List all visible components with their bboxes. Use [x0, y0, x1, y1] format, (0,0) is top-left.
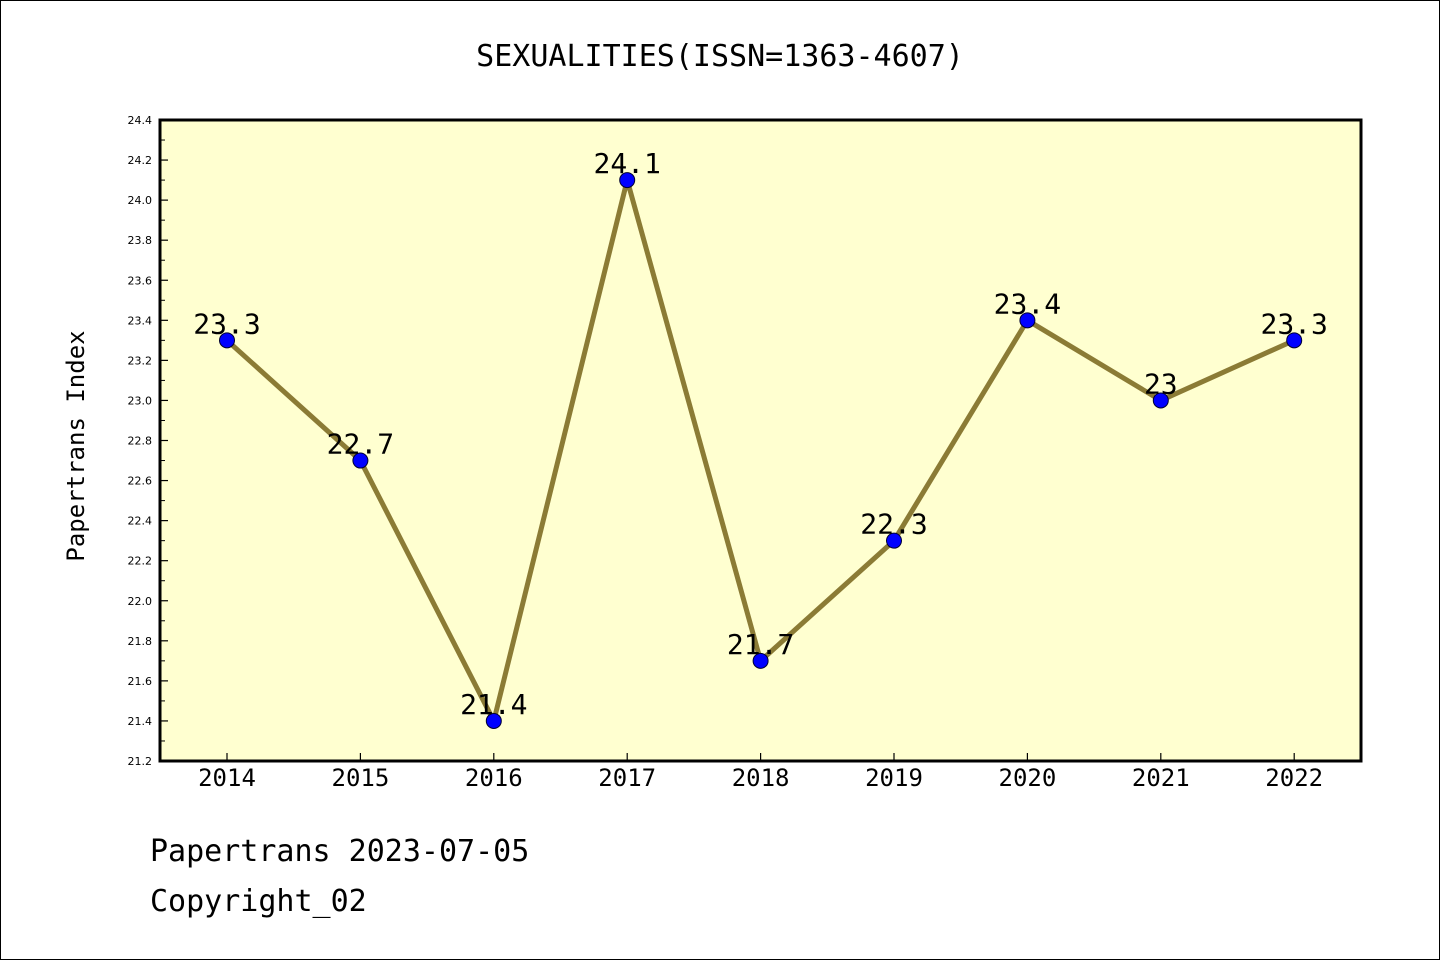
- y-tick-label: 22.8: [128, 435, 153, 448]
- y-tick-label: 24.2: [128, 154, 153, 167]
- y-tick-label: 23.6: [128, 274, 153, 287]
- y-tick-label: 22.6: [128, 475, 153, 488]
- data-point: [219, 332, 235, 349]
- y-tick-label: 23.4: [128, 314, 153, 327]
- data-point: [1286, 332, 1303, 349]
- x-tick-label: 2016: [465, 764, 523, 792]
- y-tick-label: 21.2: [128, 755, 153, 768]
- x-tick-label: 2019: [865, 764, 923, 792]
- data-label: 22.7: [327, 428, 394, 461]
- x-tick-label: 2017: [598, 764, 656, 792]
- x-tick-label: 2020: [999, 764, 1057, 792]
- y-tick-label: 24.4: [128, 114, 153, 127]
- y-tick-label: 21.6: [128, 675, 153, 688]
- y-tick-label: 22.4: [128, 515, 153, 528]
- x-axis: 2014 2015 2016 2017 2018 2019 2020 2021 2022: [198, 753, 1323, 792]
- y-axis-label: Papertrans Index: [62, 330, 90, 561]
- y-tick-label: 21.4: [128, 715, 153, 728]
- plot-border: [158, 118, 1363, 763]
- series-papertrans-index: 23.3 22.7 21.4 24.1 21.7 22.3 23.4 23 23.3: [193, 147, 1328, 729]
- y-tick-label: 22.0: [128, 595, 153, 608]
- footer-copyright: Copyright_02: [150, 884, 367, 919]
- data-point: [485, 712, 502, 729]
- data-point: [752, 652, 769, 669]
- data-point: [1152, 392, 1169, 409]
- data-label: 21.4: [460, 688, 527, 721]
- data-label: 23: [1144, 367, 1178, 400]
- y-tick-label: 23.0: [128, 394, 153, 407]
- data-label: 22.3: [860, 508, 927, 541]
- x-tick-label: 2022: [1265, 764, 1323, 792]
- data-label: 23.3: [1260, 307, 1327, 340]
- y-tick-label: 22.2: [128, 555, 153, 568]
- data-label: 23.3: [193, 307, 260, 340]
- footer-date: Papertrans 2023-07-05: [150, 834, 530, 869]
- data-point: [886, 532, 902, 549]
- x-tick-label: 2014: [198, 764, 256, 792]
- x-tick-label: 2018: [732, 764, 790, 792]
- chart-title: SEXUALITIES(ISSN=1363-4607): [476, 39, 964, 74]
- y-tick-label: 24.0: [128, 194, 153, 207]
- data-label: 23.4: [994, 287, 1061, 320]
- y-tick-label: 23.2: [128, 354, 153, 367]
- data-point: [1019, 312, 1036, 329]
- data-label: 24.1: [593, 147, 660, 180]
- data-label: 21.7: [727, 628, 794, 661]
- data-point: [619, 172, 636, 189]
- x-tick-label: 2015: [332, 764, 390, 792]
- data-point: [352, 452, 369, 469]
- x-tick-label: 2021: [1132, 764, 1190, 792]
- y-tick-label: 23.8: [128, 234, 153, 247]
- y-tick-label: 21.8: [128, 635, 153, 648]
